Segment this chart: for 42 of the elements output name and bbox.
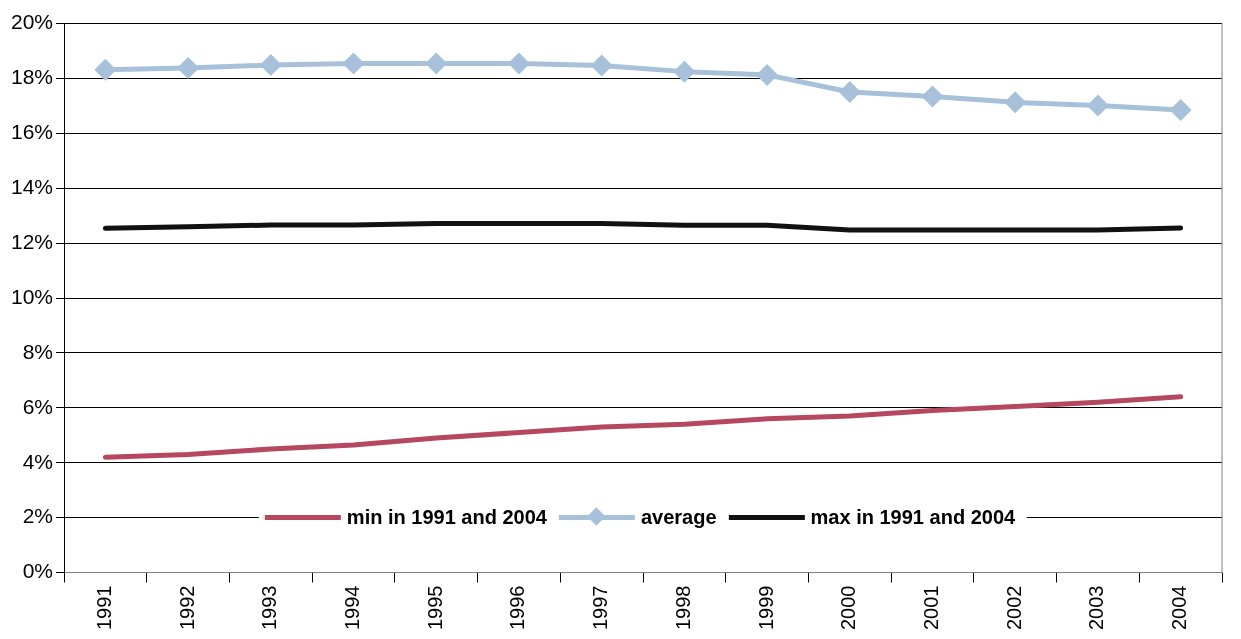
point bbox=[342, 52, 365, 75]
y-tick-label: 16% bbox=[11, 120, 54, 144]
x-tick-label: 1995 bbox=[423, 585, 446, 631]
y-tick-label: 2% bbox=[22, 504, 54, 528]
point bbox=[507, 52, 530, 75]
y-tick-label: 14% bbox=[11, 175, 54, 199]
x-tick-label: 1993 bbox=[258, 585, 281, 631]
y-tick-label: 0% bbox=[22, 559, 54, 583]
x-tick-label: 1991 bbox=[92, 585, 115, 631]
x-tick-label: 1997 bbox=[589, 585, 612, 631]
y-tick-label: 18% bbox=[11, 65, 54, 89]
legend-label: average bbox=[640, 505, 717, 529]
y-tick-label: 6% bbox=[22, 394, 54, 418]
point bbox=[921, 85, 944, 108]
x-tick-label: 2004 bbox=[1168, 585, 1191, 631]
y-tick-label: 20% bbox=[11, 10, 54, 34]
point bbox=[838, 80, 861, 103]
point bbox=[1086, 94, 1109, 117]
x-tick-label: 1996 bbox=[506, 585, 529, 631]
point bbox=[673, 60, 696, 83]
point bbox=[425, 52, 448, 75]
x-tick-label: 1999 bbox=[754, 585, 777, 631]
point bbox=[1169, 99, 1192, 122]
x-tick-label: 2002 bbox=[1002, 585, 1025, 631]
y-tick-label: 12% bbox=[11, 229, 54, 253]
legend-label: max in 1991 and 2004 bbox=[810, 505, 1016, 529]
x-tick-label: 1992 bbox=[175, 585, 198, 631]
x-tick-label: 1994 bbox=[341, 585, 364, 631]
point bbox=[94, 58, 117, 81]
y-tick-label: 4% bbox=[22, 449, 54, 473]
point bbox=[1004, 91, 1027, 114]
point bbox=[756, 63, 779, 86]
legend-label: min in 1991 and 2004 bbox=[346, 505, 547, 529]
point bbox=[259, 54, 282, 77]
point bbox=[177, 57, 200, 80]
x-tick-label: 2001 bbox=[920, 585, 943, 631]
y-tick-label: 10% bbox=[11, 284, 54, 308]
y-tick-label: 8% bbox=[22, 339, 54, 363]
x-tick-label: 1998 bbox=[671, 585, 694, 631]
x-tick-label: 2000 bbox=[837, 585, 860, 631]
point bbox=[590, 54, 613, 77]
x-tick-label: 2003 bbox=[1085, 585, 1108, 631]
